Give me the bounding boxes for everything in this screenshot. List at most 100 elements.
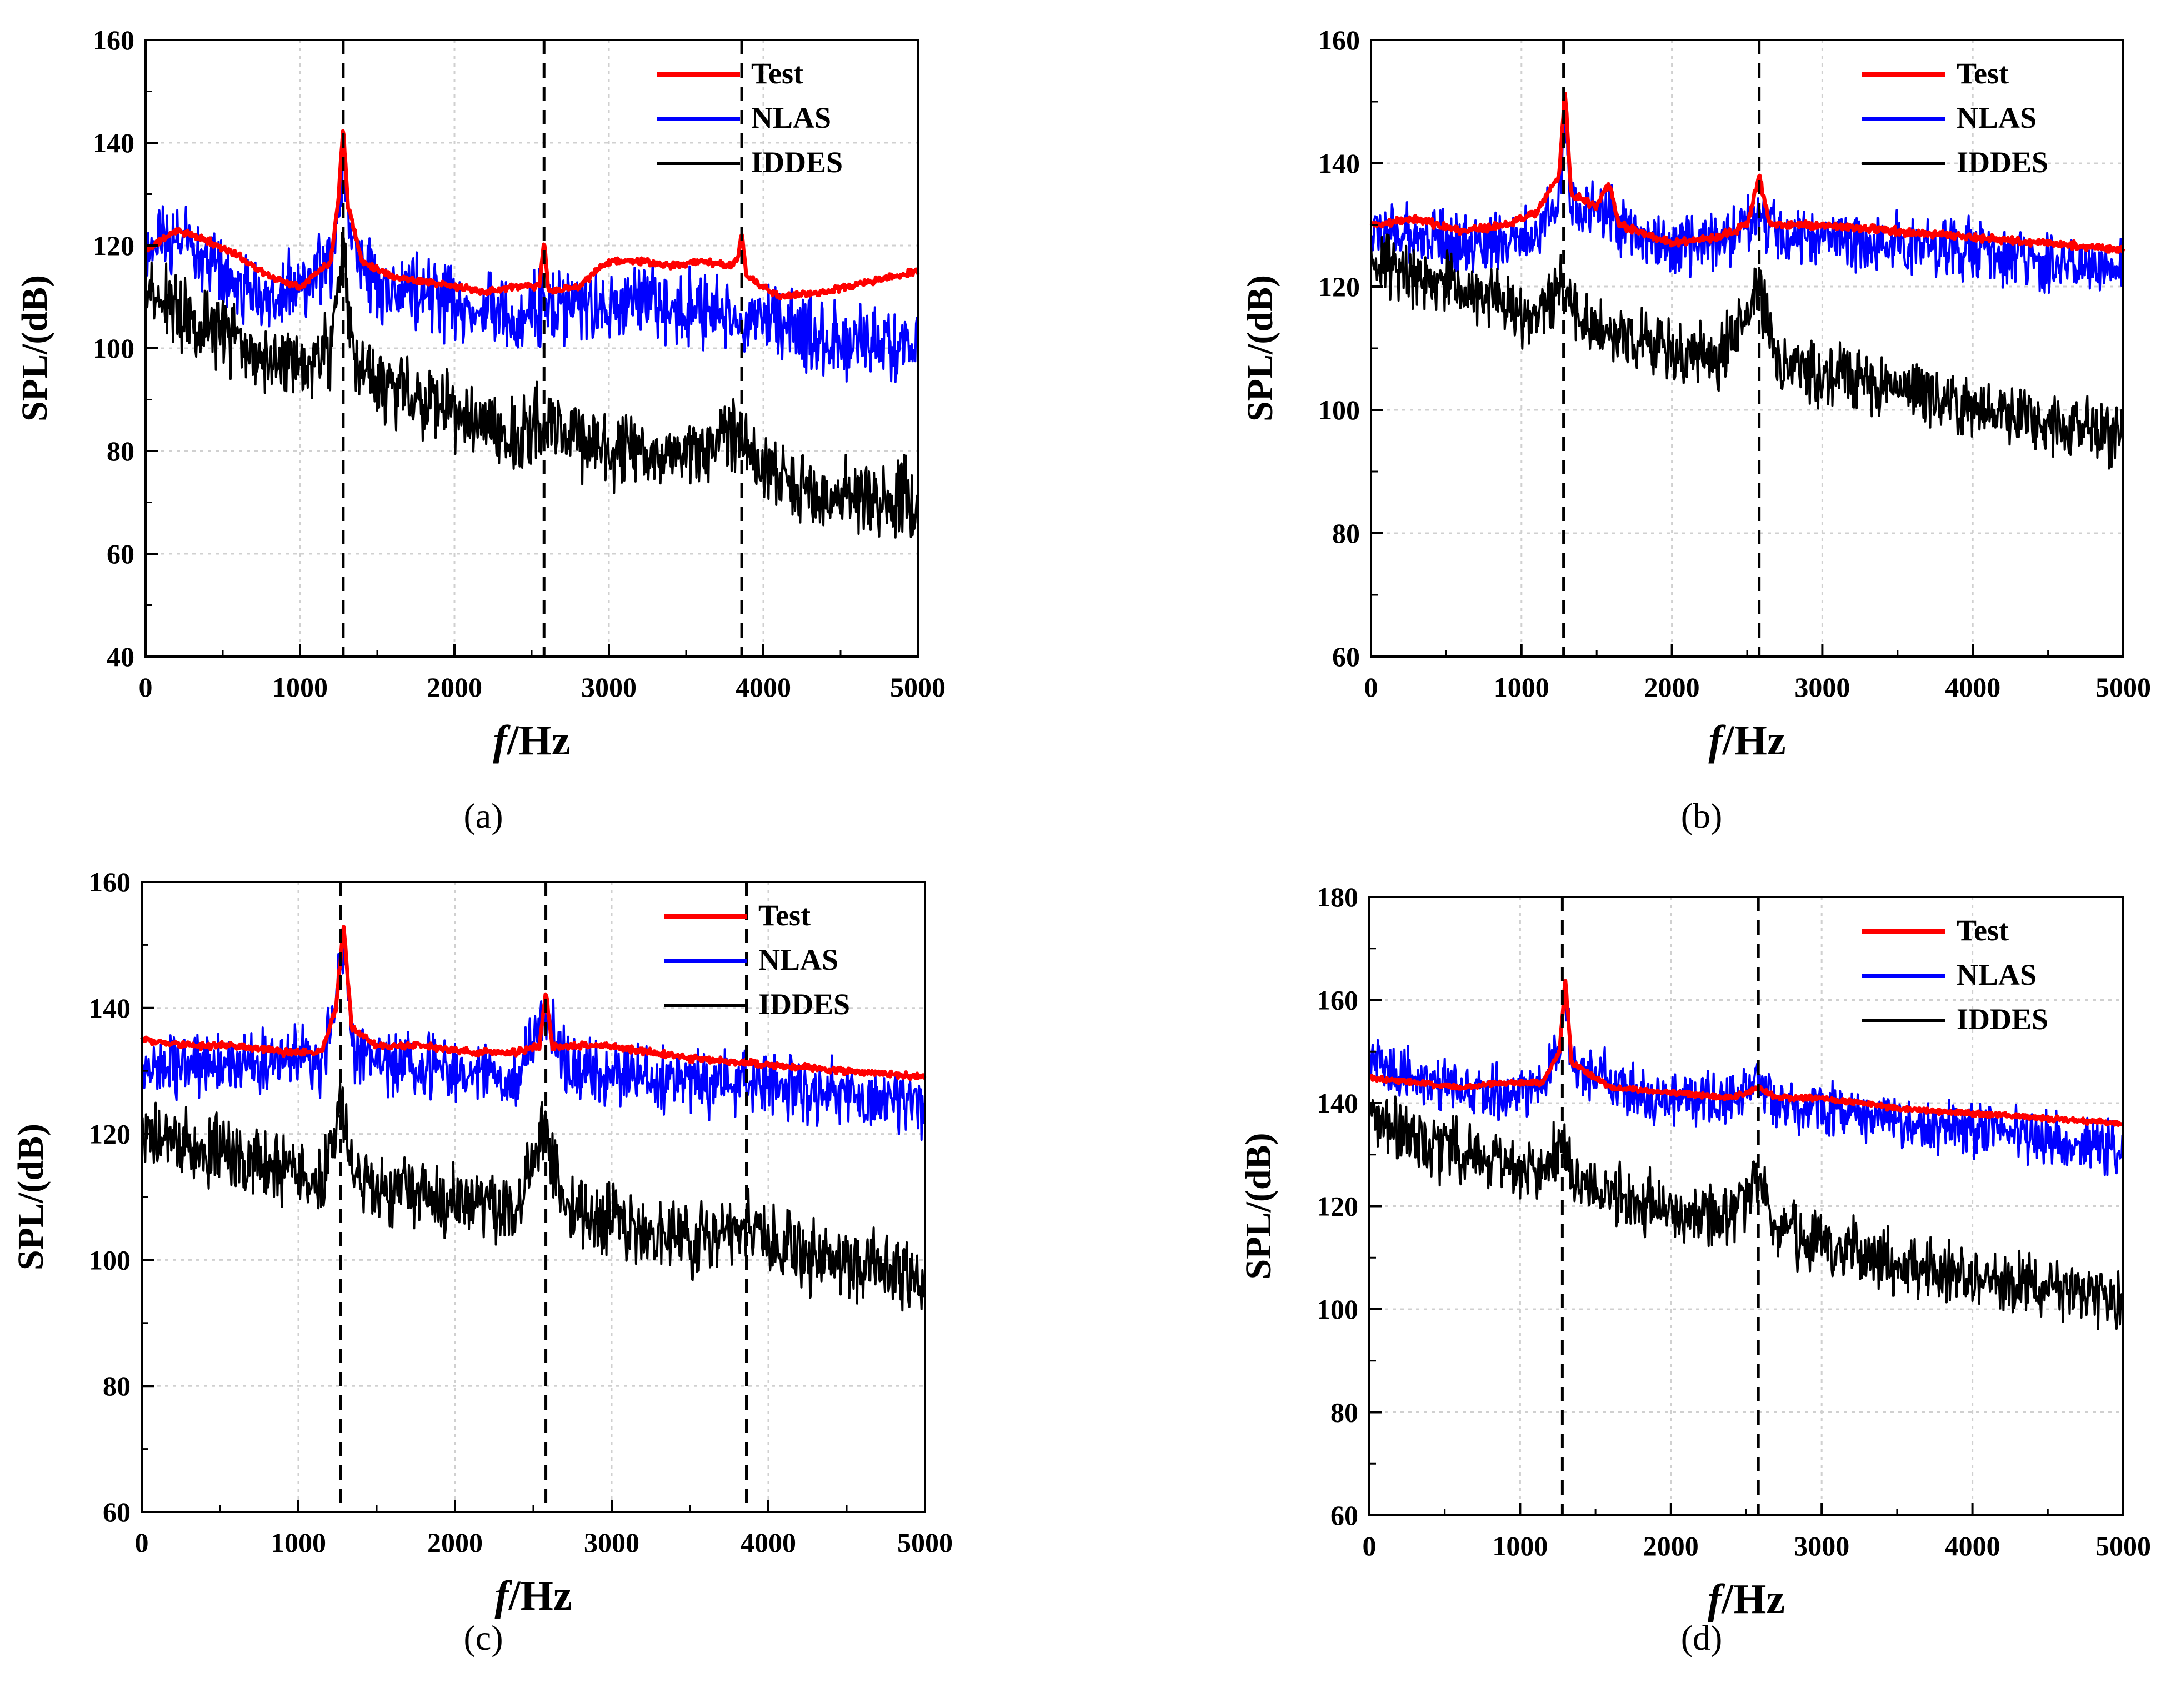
legend-label-nlas: NLAS: [1957, 101, 2037, 134]
x-axis-label: f/Hz: [494, 1572, 572, 1619]
x-tick-label: 3000: [1794, 672, 1850, 703]
series-line-nlas: [1368, 980, 2124, 1176]
x-tick-label: 4000: [1945, 672, 2000, 703]
legend: Test NLAS IDDES: [1862, 57, 2048, 179]
x-axis-label: f/Hz: [493, 717, 570, 764]
x-tick-label: 3000: [1794, 1530, 1849, 1561]
y-tick-label: 140: [1318, 148, 1360, 179]
x-tick-label: 4000: [741, 1527, 796, 1558]
x-tick-label: 3000: [581, 672, 637, 703]
y-tick-label: 80: [1330, 1397, 1358, 1428]
x-tick-label: 1000: [1494, 672, 1549, 703]
series-line-iddes: [1370, 233, 2124, 470]
x-axis-label: f/Hz: [1708, 717, 1785, 764]
legend: Test NLAS IDDES: [657, 57, 843, 179]
x-tick-label: 0: [139, 672, 153, 703]
legend-label-test: Test: [758, 899, 811, 932]
x-tick-label: 2000: [1643, 1530, 1699, 1561]
x-tick-label: 3000: [584, 1527, 639, 1558]
y-tick-label: 60: [107, 538, 134, 569]
legend: Test NLAS IDDES: [1862, 914, 2048, 1036]
y-tick-label: 100: [1318, 394, 1360, 425]
series-line-test: [1369, 91, 2125, 254]
y-axis-label: SPL/(dB): [11, 1124, 51, 1270]
y-tick-label: 100: [89, 1244, 131, 1275]
x-tick-label: 2000: [1644, 672, 1700, 703]
plot-frame: [141, 881, 926, 1513]
x-axis-label-unit: /Hz: [1722, 717, 1786, 764]
x-tick-label: 0: [135, 1527, 149, 1558]
series-line-iddes: [1368, 1095, 2124, 1330]
panel-caption: (b): [1681, 796, 1723, 835]
series-line-iddes: [144, 232, 919, 539]
y-tick-label: 100: [1317, 1294, 1358, 1325]
series-line-test: [140, 925, 927, 1081]
chart-panel-c: 0 1000 2000 3000 4000 5000 60 80 100 120 140 160 SPL…: [11, 866, 953, 1619]
y-tick-label: 80: [103, 1370, 131, 1401]
legend-label-iddes: IDDES: [1957, 1003, 2048, 1036]
y-tick-label: 160: [89, 866, 131, 898]
series-line-nlas: [1370, 107, 2124, 294]
y-tick-label: 40: [107, 641, 134, 672]
panel-caption: (d): [1681, 1618, 1723, 1657]
y-tick-label: 60: [1332, 641, 1360, 672]
legend: Test NLAS IDDES: [664, 899, 850, 1021]
y-tick-label: 160: [1318, 24, 1360, 56]
series-line-iddes: [141, 1082, 926, 1312]
legend-label-nlas: NLAS: [751, 101, 831, 134]
series-line-test: [1368, 979, 2124, 1127]
panel-caption: (a): [463, 796, 503, 835]
x-tick-label: 5000: [890, 672, 946, 703]
x-tick-label: 2000: [427, 672, 482, 703]
x-tick-label: 4000: [1945, 1530, 2000, 1561]
x-tick-label: 1000: [272, 672, 328, 703]
y-tick-label: 140: [1317, 1088, 1358, 1119]
y-tick-label: 120: [1318, 271, 1360, 302]
x-tick-label: 4000: [736, 672, 791, 703]
x-tick-label: 0: [1363, 1530, 1377, 1561]
legend-label-iddes: IDDES: [758, 988, 850, 1021]
y-tick-label: 160: [1317, 985, 1358, 1016]
x-axis-label-unit: /Hz: [507, 717, 571, 764]
y-tick-label: 80: [1332, 518, 1360, 549]
y-tick-label: 100: [93, 333, 134, 364]
y-tick-label: 140: [93, 127, 134, 158]
y-axis-label: SPL/(dB): [14, 275, 55, 422]
y-tick-label: 120: [89, 1119, 131, 1150]
y-tick-label: 120: [93, 230, 134, 261]
x-axis-label-unit: /Hz: [508, 1572, 572, 1619]
x-tick-label: 5000: [2095, 672, 2151, 703]
legend-label-test: Test: [1957, 914, 2009, 947]
panel-caption: (c): [463, 1618, 503, 1657]
x-axis-label-unit: /Hz: [1721, 1576, 1785, 1622]
series-line-nlas: [144, 135, 919, 383]
x-tick-label: 1000: [1492, 1530, 1548, 1561]
x-tick-label: 1000: [271, 1527, 326, 1558]
chart-panel-d: 0 1000 2000 3000 4000 5000 60 80 100 120 140 160 180…: [1238, 881, 2151, 1622]
y-tick-label: 120: [1317, 1191, 1358, 1222]
y-tick-label: 160: [93, 24, 134, 56]
legend-label-nlas: NLAS: [758, 943, 838, 976]
y-axis-label: SPL/(dB): [1240, 275, 1280, 422]
y-axis-label: SPL/(dB): [1238, 1133, 1279, 1279]
series-line-test: [144, 129, 920, 300]
y-tick-label: 140: [89, 993, 131, 1024]
y-tick-label: 60: [103, 1496, 131, 1527]
legend-label-iddes: IDDES: [751, 146, 843, 179]
y-tick-label: 180: [1317, 881, 1358, 913]
series-line-nlas: [141, 945, 926, 1141]
x-tick-label: 5000: [897, 1527, 953, 1558]
x-tick-label: 2000: [427, 1527, 483, 1558]
y-tick-label: 60: [1330, 1500, 1358, 1531]
chart-panel-b: 0 1000 2000 3000 4000 5000 60 80 100 120 140 160 SPL…: [1240, 24, 2151, 764]
x-tick-label: 0: [1364, 672, 1378, 703]
chart-panel-a: 0 1000 2000 3000 4000 5000 40 60 80 100 120 140 160 S…: [14, 24, 946, 764]
legend-label-test: Test: [751, 57, 803, 90]
x-tick-label: 5000: [2095, 1530, 2151, 1561]
legend-label-nlas: NLAS: [1957, 958, 2037, 991]
legend-label-test: Test: [1957, 57, 2009, 90]
x-axis-label: f/Hz: [1708, 1576, 1785, 1622]
legend-label-iddes: IDDES: [1957, 146, 2048, 179]
y-tick-label: 80: [107, 435, 134, 467]
